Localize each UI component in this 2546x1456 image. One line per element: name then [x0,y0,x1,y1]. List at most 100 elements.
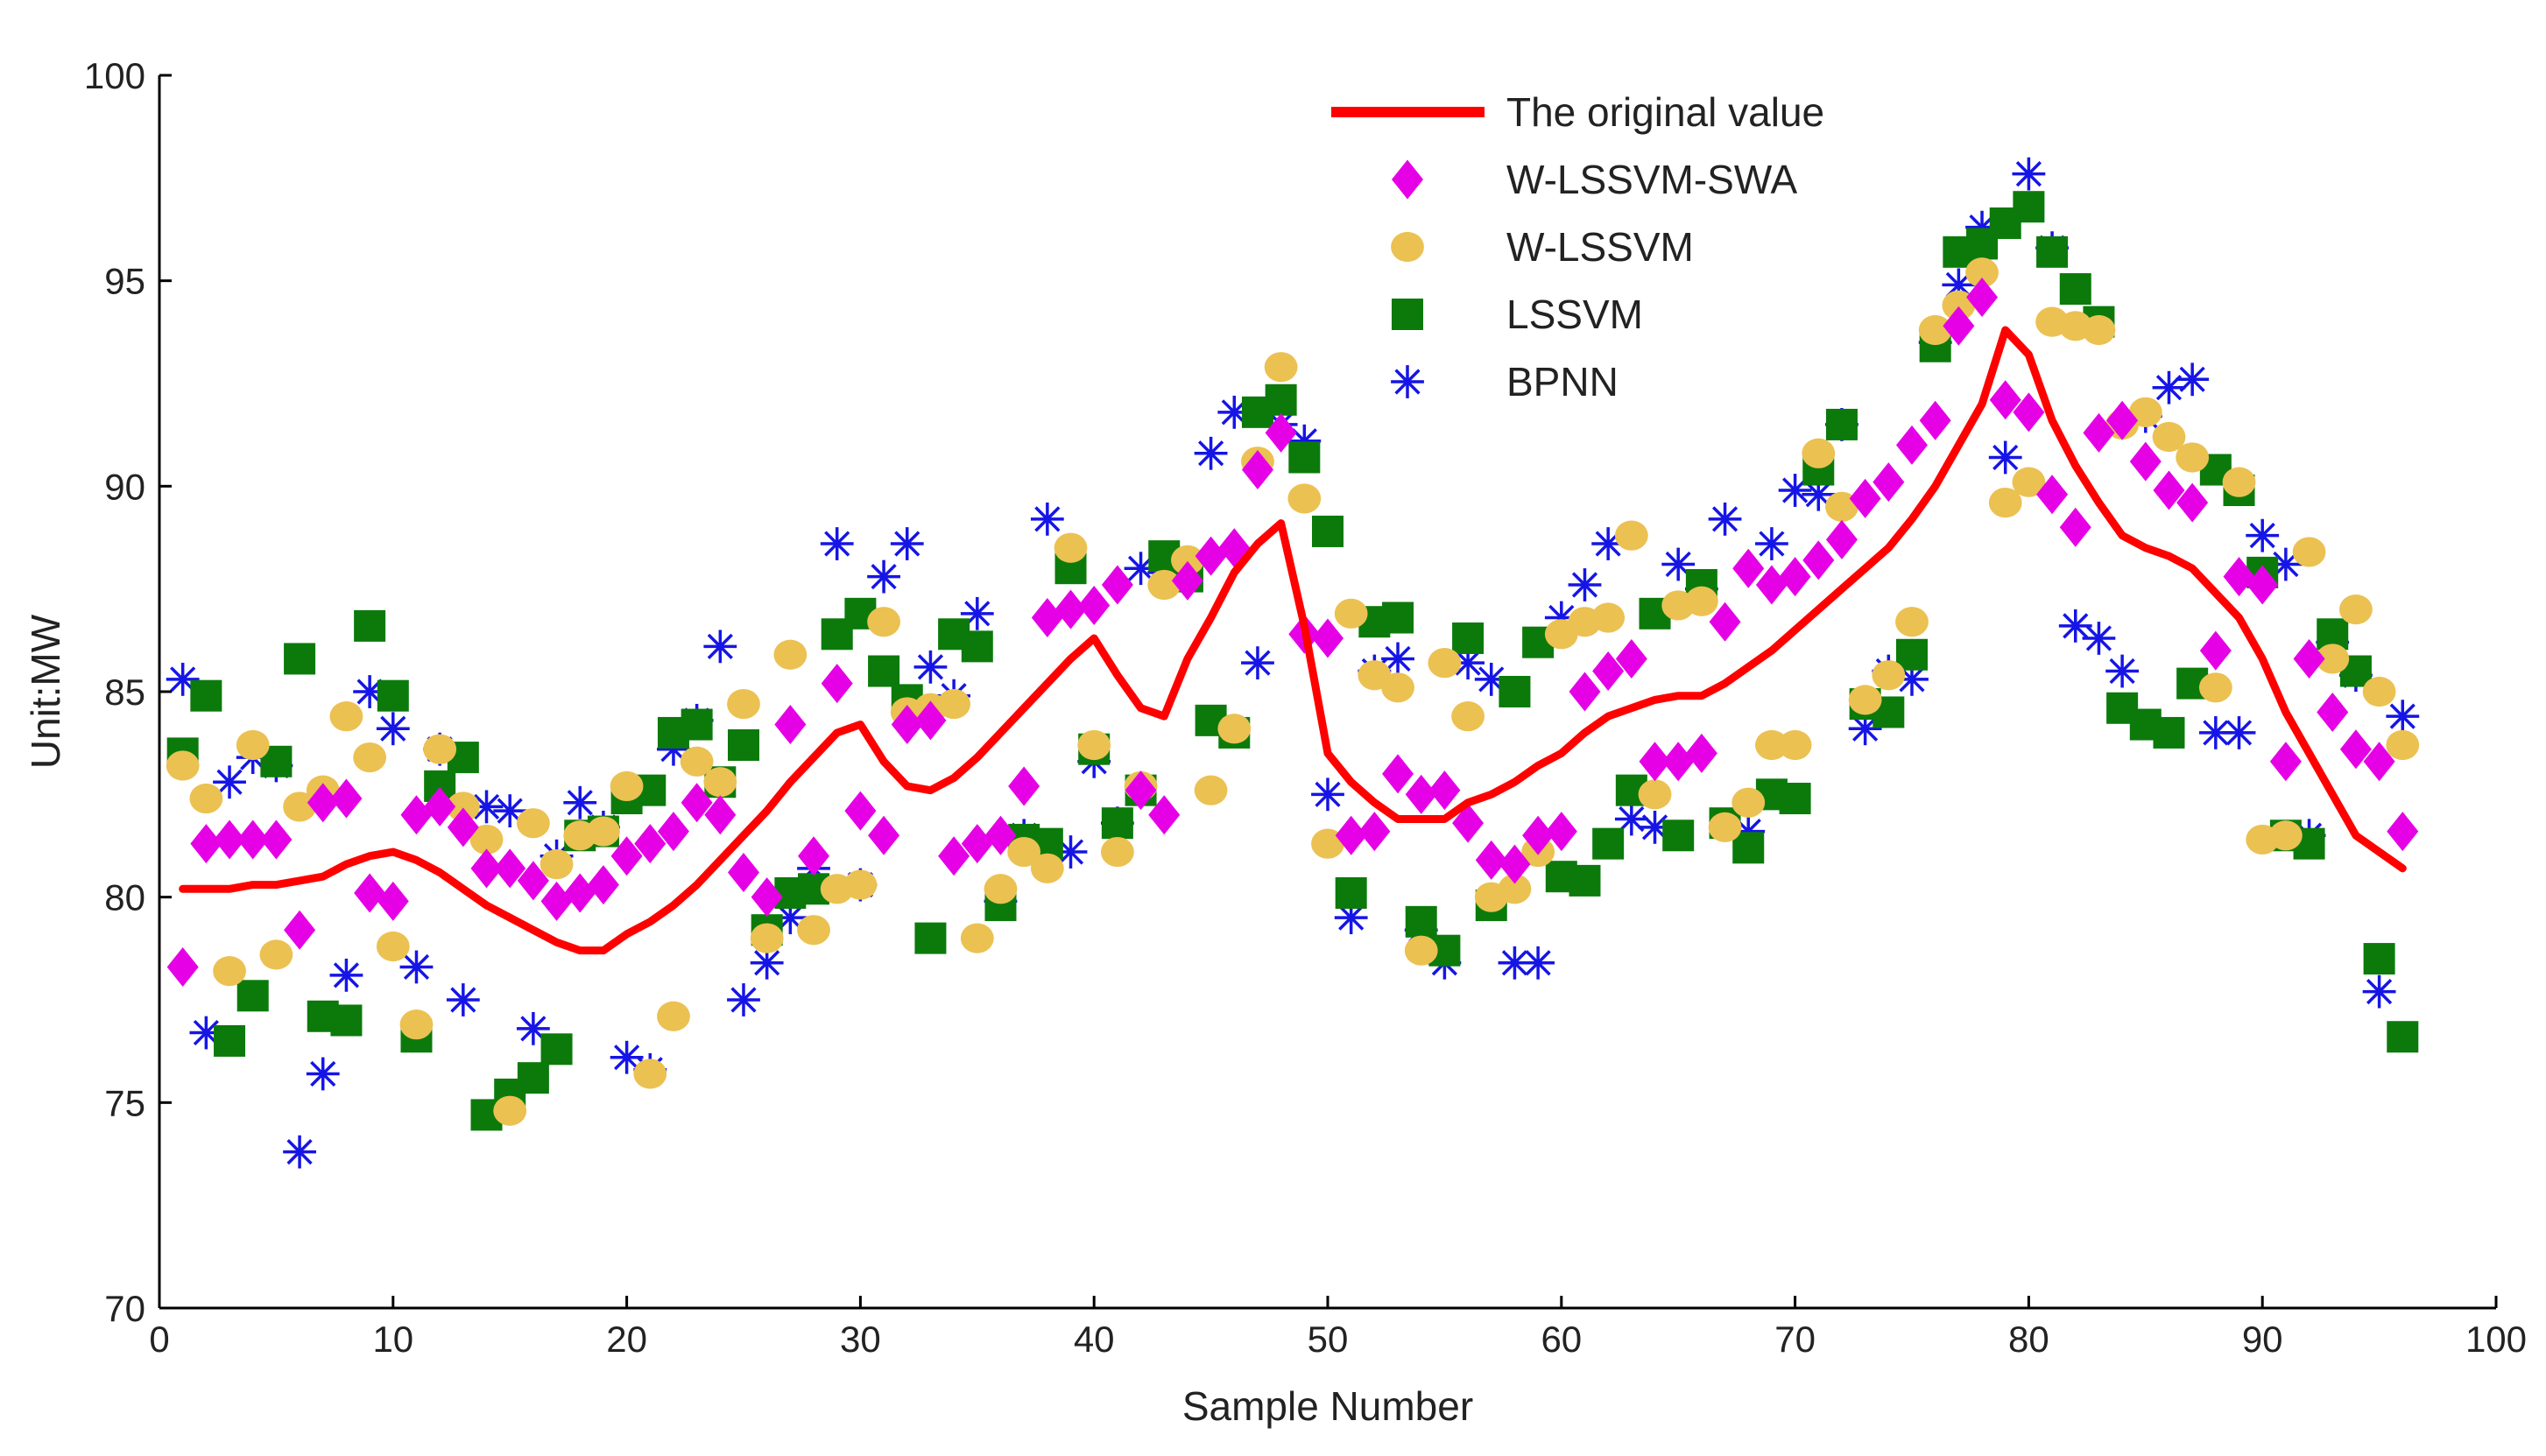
point-w-lssvm-swa [1849,478,1881,518]
point-w-lssvm [703,767,737,798]
point-w-lssvm [399,1009,434,1040]
point-lssvm [1825,408,1858,440]
point-bpnn [867,559,900,594]
point-w-lssvm-swa [587,865,619,905]
point-bpnn [446,983,480,1016]
point-lssvm [214,1024,246,1057]
point-w-lssvm-swa [166,946,199,987]
point-w-lssvm [1591,602,1626,633]
legend-item-lssvm: LSSVM [1392,292,1643,337]
point-w-lssvm [1264,352,1298,383]
point-w-lssvm-swa [1755,565,1788,605]
point-w-lssvm [1731,787,1766,818]
point-w-lssvm-swa [424,786,456,826]
legend-item-the-original-value: The original value [1331,89,1824,135]
point-w-lssvm [516,808,550,839]
point-w-lssvm-swa [961,824,993,864]
point-bpnn [2386,700,2420,734]
point-w-lssvm-swa [330,778,363,819]
point-lssvm [1335,876,1367,909]
x-tick-label: 100 [2465,1319,2527,1360]
point-w-lssvm-swa [260,819,293,860]
point-w-lssvm-swa [728,853,759,893]
point-w-lssvm-swa [2036,475,2069,515]
point-lssvm [1265,383,1297,416]
point-w-lssvm-swa [2083,412,2115,453]
point-w-lssvm [610,770,644,802]
point-w-lssvm-swa [1522,815,1555,855]
point-w-lssvm [1054,532,1088,563]
point-w-lssvm [166,750,200,781]
legend-label: W-LSSVM [1506,224,1694,270]
point-w-lssvm-swa [284,910,316,950]
point-w-lssvm-swa [1639,742,1671,782]
point-w-lssvm [1614,520,1648,551]
point-w-lssvm-swa [2363,742,2395,782]
x-tick-label: 60 [1541,1319,1582,1360]
point-lssvm [540,1033,573,1066]
point-w-lssvm [1498,874,1532,904]
legend-swatch [1391,365,1424,398]
point-w-lssvm-swa [1545,812,1577,852]
y-tick-label: 70 [104,1288,145,1329]
point-w-lssvm [680,746,714,777]
point-w-lssvm [867,607,900,637]
point-w-lssvm [1988,488,2022,518]
point-lssvm [1312,515,1344,547]
point-w-lssvm-swa [564,873,596,913]
point-w-lssvm [540,849,574,880]
legend-swatch [1391,231,1424,263]
legend-item-w-lssvm-swa: W-LSSVM-SWA [1392,157,1798,202]
point-w-lssvm [1100,836,1134,868]
point-bpnn [1568,568,1602,601]
point-w-lssvm-swa [1078,585,1111,625]
point-w-lssvm [1287,483,1322,514]
point-w-lssvm-swa [1732,548,1765,588]
point-lssvm [1592,827,1625,860]
point-w-lssvm [960,923,994,953]
point-w-lssvm-swa [377,881,409,921]
point-w-lssvm [1802,438,1836,468]
legend-label: The original value [1506,89,1824,135]
point-w-lssvm [189,783,223,814]
point-w-lssvm [1030,853,1064,883]
point-w-lssvm-swa [2246,565,2279,605]
point-lssvm [868,655,900,687]
point-w-lssvm-swa [1195,536,1227,576]
point-lssvm [517,1062,549,1094]
point-w-lssvm-swa [1779,557,1811,597]
point-lssvm [914,922,947,954]
point-w-lssvm-swa [2269,742,2302,782]
point-w-lssvm-swa [2293,638,2325,679]
point-w-lssvm-swa [540,881,573,921]
point-lssvm [1405,905,1437,938]
point-w-lssvm-swa [1896,425,1928,465]
point-w-lssvm-swa [447,807,479,848]
point-bpnn [1241,646,1274,680]
plot-marks [166,157,2420,1169]
point-bpnn [1708,502,1742,536]
point-lssvm [1499,676,1531,707]
point-w-lssvm [2176,442,2210,473]
point-w-lssvm [773,639,808,670]
point-bpnn [516,1011,550,1045]
point-w-lssvm [587,816,620,847]
point-w-lssvm-swa [1825,519,1858,559]
point-w-lssvm-swa [354,873,386,913]
series-w-lssvm [166,257,2420,1126]
x-tick-label: 50 [1308,1319,1349,1360]
point-lssvm [284,643,316,675]
point-w-lssvm-swa [774,705,807,745]
point-w-lssvm-swa [1358,812,1391,852]
point-w-lssvm [1007,836,1041,868]
point-w-lssvm [1147,569,1181,601]
point-lssvm [2153,716,2185,749]
point-lssvm [1101,807,1133,840]
point-w-lssvm [469,824,504,855]
point-w-lssvm [213,956,246,987]
point-w-lssvm [797,915,830,946]
legend-label: LSSVM [1506,292,1643,337]
point-w-lssvm [353,742,387,773]
point-w-lssvm-swa [1171,560,1203,601]
point-w-lssvm [1217,714,1252,744]
